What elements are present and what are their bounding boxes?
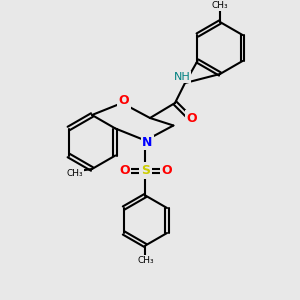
- Text: CH₃: CH₃: [67, 169, 83, 178]
- Text: O: O: [187, 112, 197, 124]
- Text: S: S: [141, 164, 150, 177]
- Text: CH₃: CH₃: [212, 2, 228, 10]
- Text: O: O: [161, 164, 172, 177]
- Text: O: O: [119, 94, 129, 107]
- Text: N: N: [142, 136, 153, 149]
- Text: CH₃: CH₃: [137, 256, 154, 265]
- Text: O: O: [119, 164, 130, 177]
- Text: NH: NH: [174, 72, 190, 82]
